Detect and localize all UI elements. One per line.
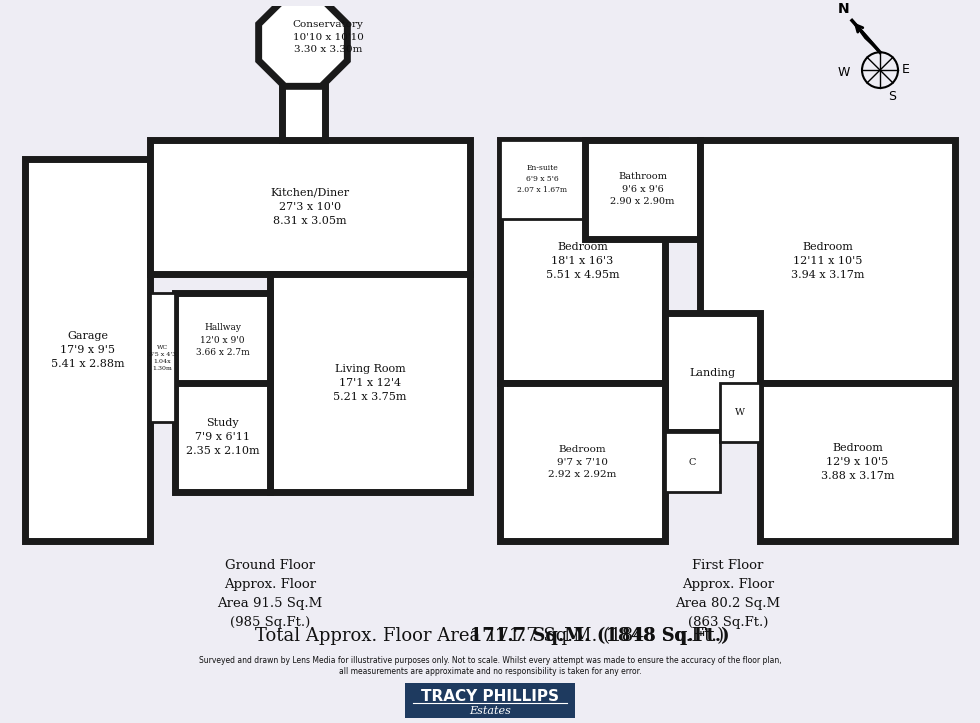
Bar (700, 140, 955, 382)
Text: N: N (838, 1, 850, 16)
Bar (150, 294, 175, 422)
Text: WC
3'5 x 4'3
1.04x
1.30m: WC 3'5 x 4'3 1.04x 1.30m (149, 345, 176, 371)
Bar (150, 140, 470, 273)
Text: Bedroom
9'7 x 7'10
2.92 x 2.92m: Bedroom 9'7 x 7'10 2.92 x 2.92m (549, 445, 616, 479)
Text: Bedroom
18'1 x 16'3
5.51 x 4.95m: Bedroom 18'1 x 16'3 5.51 x 4.95m (546, 242, 619, 280)
Bar (760, 382, 955, 542)
Text: S: S (888, 90, 896, 103)
Bar (500, 140, 585, 219)
Text: Living Room
17'1 x 12'4
5.21 x 3.75m: Living Room 17'1 x 12'4 5.21 x 3.75m (333, 364, 407, 402)
Text: Bedroom
12'11 x 10'5
3.94 x 3.17m: Bedroom 12'11 x 10'5 3.94 x 3.17m (791, 242, 864, 280)
Text: En-suite
6'9 x 5'6
2.07 x 1.67m: En-suite 6'9 x 5'6 2.07 x 1.67m (517, 164, 567, 194)
Bar (665, 313, 760, 432)
Text: Surveyed and drawn by Lens Media for illustrative purposes only. Not to scale. W: Surveyed and drawn by Lens Media for ill… (199, 656, 781, 676)
Polygon shape (852, 20, 880, 52)
Bar (175, 294, 270, 388)
Text: Estates: Estates (469, 706, 511, 716)
Text: W: W (838, 66, 851, 79)
Text: First Floor
Approx. Floor
Area 80.2 Sq.M
(863 Sq.Ft.): First Floor Approx. Floor Area 80.2 Sq.M… (675, 560, 780, 629)
Text: Landing: Landing (690, 368, 736, 377)
Text: Garage
17'9 x 9'5
5.41 x 2.88m: Garage 17'9 x 9'5 5.41 x 2.88m (51, 331, 124, 369)
Bar (175, 382, 270, 492)
Bar (500, 382, 665, 542)
Text: 171.7 Sq.M. (1848 Sq.Ft.): 171.7 Sq.M. (1848 Sq.Ft.) (251, 627, 729, 645)
Text: Bedroom
12'9 x 10'5
3.88 x 3.17m: Bedroom 12'9 x 10'5 3.88 x 3.17m (821, 443, 895, 481)
Text: Study
7'9 x 6'11
2.35 x 2.10m: Study 7'9 x 6'11 2.35 x 2.10m (185, 418, 260, 456)
Text: Kitchen/Diner
27'3 x 10'0
8.31 x 3.05m: Kitchen/Diner 27'3 x 10'0 8.31 x 3.05m (270, 187, 350, 226)
Text: Bathroom
9'6 x 9'6
2.90 x 2.90m: Bathroom 9'6 x 9'6 2.90 x 2.90m (611, 172, 674, 206)
Bar (270, 273, 470, 492)
Text: Conservatory
10'10 x 10'10
3.30 x 3.30m: Conservatory 10'10 x 10'10 3.30 x 3.30m (293, 20, 364, 54)
Bar (585, 140, 700, 239)
Bar (405, 683, 575, 718)
Text: E: E (902, 63, 909, 76)
Text: TRACY PHILLIPS: TRACY PHILLIPS (421, 689, 559, 704)
Bar (720, 382, 760, 442)
Bar (25, 159, 150, 542)
Bar (282, 73, 325, 140)
Text: Ground Floor
Approx. Floor
Area 91.5 Sq.M
(985 Sq.Ft.): Ground Floor Approx. Floor Area 91.5 Sq.… (218, 560, 322, 629)
Bar (665, 432, 720, 492)
Polygon shape (259, 0, 347, 86)
Text: Total Approx. Floor Area 171.7 Sq.M. (1848 Sq.Ft.): Total Approx. Floor Area 171.7 Sq.M. (18… (256, 627, 724, 645)
Text: Hallway
12'0 x 9'0
3.66 x 2.7m: Hallway 12'0 x 9'0 3.66 x 2.7m (196, 323, 249, 357)
Text: W: W (735, 408, 745, 417)
Text: C: C (689, 458, 696, 466)
Bar (500, 140, 665, 382)
